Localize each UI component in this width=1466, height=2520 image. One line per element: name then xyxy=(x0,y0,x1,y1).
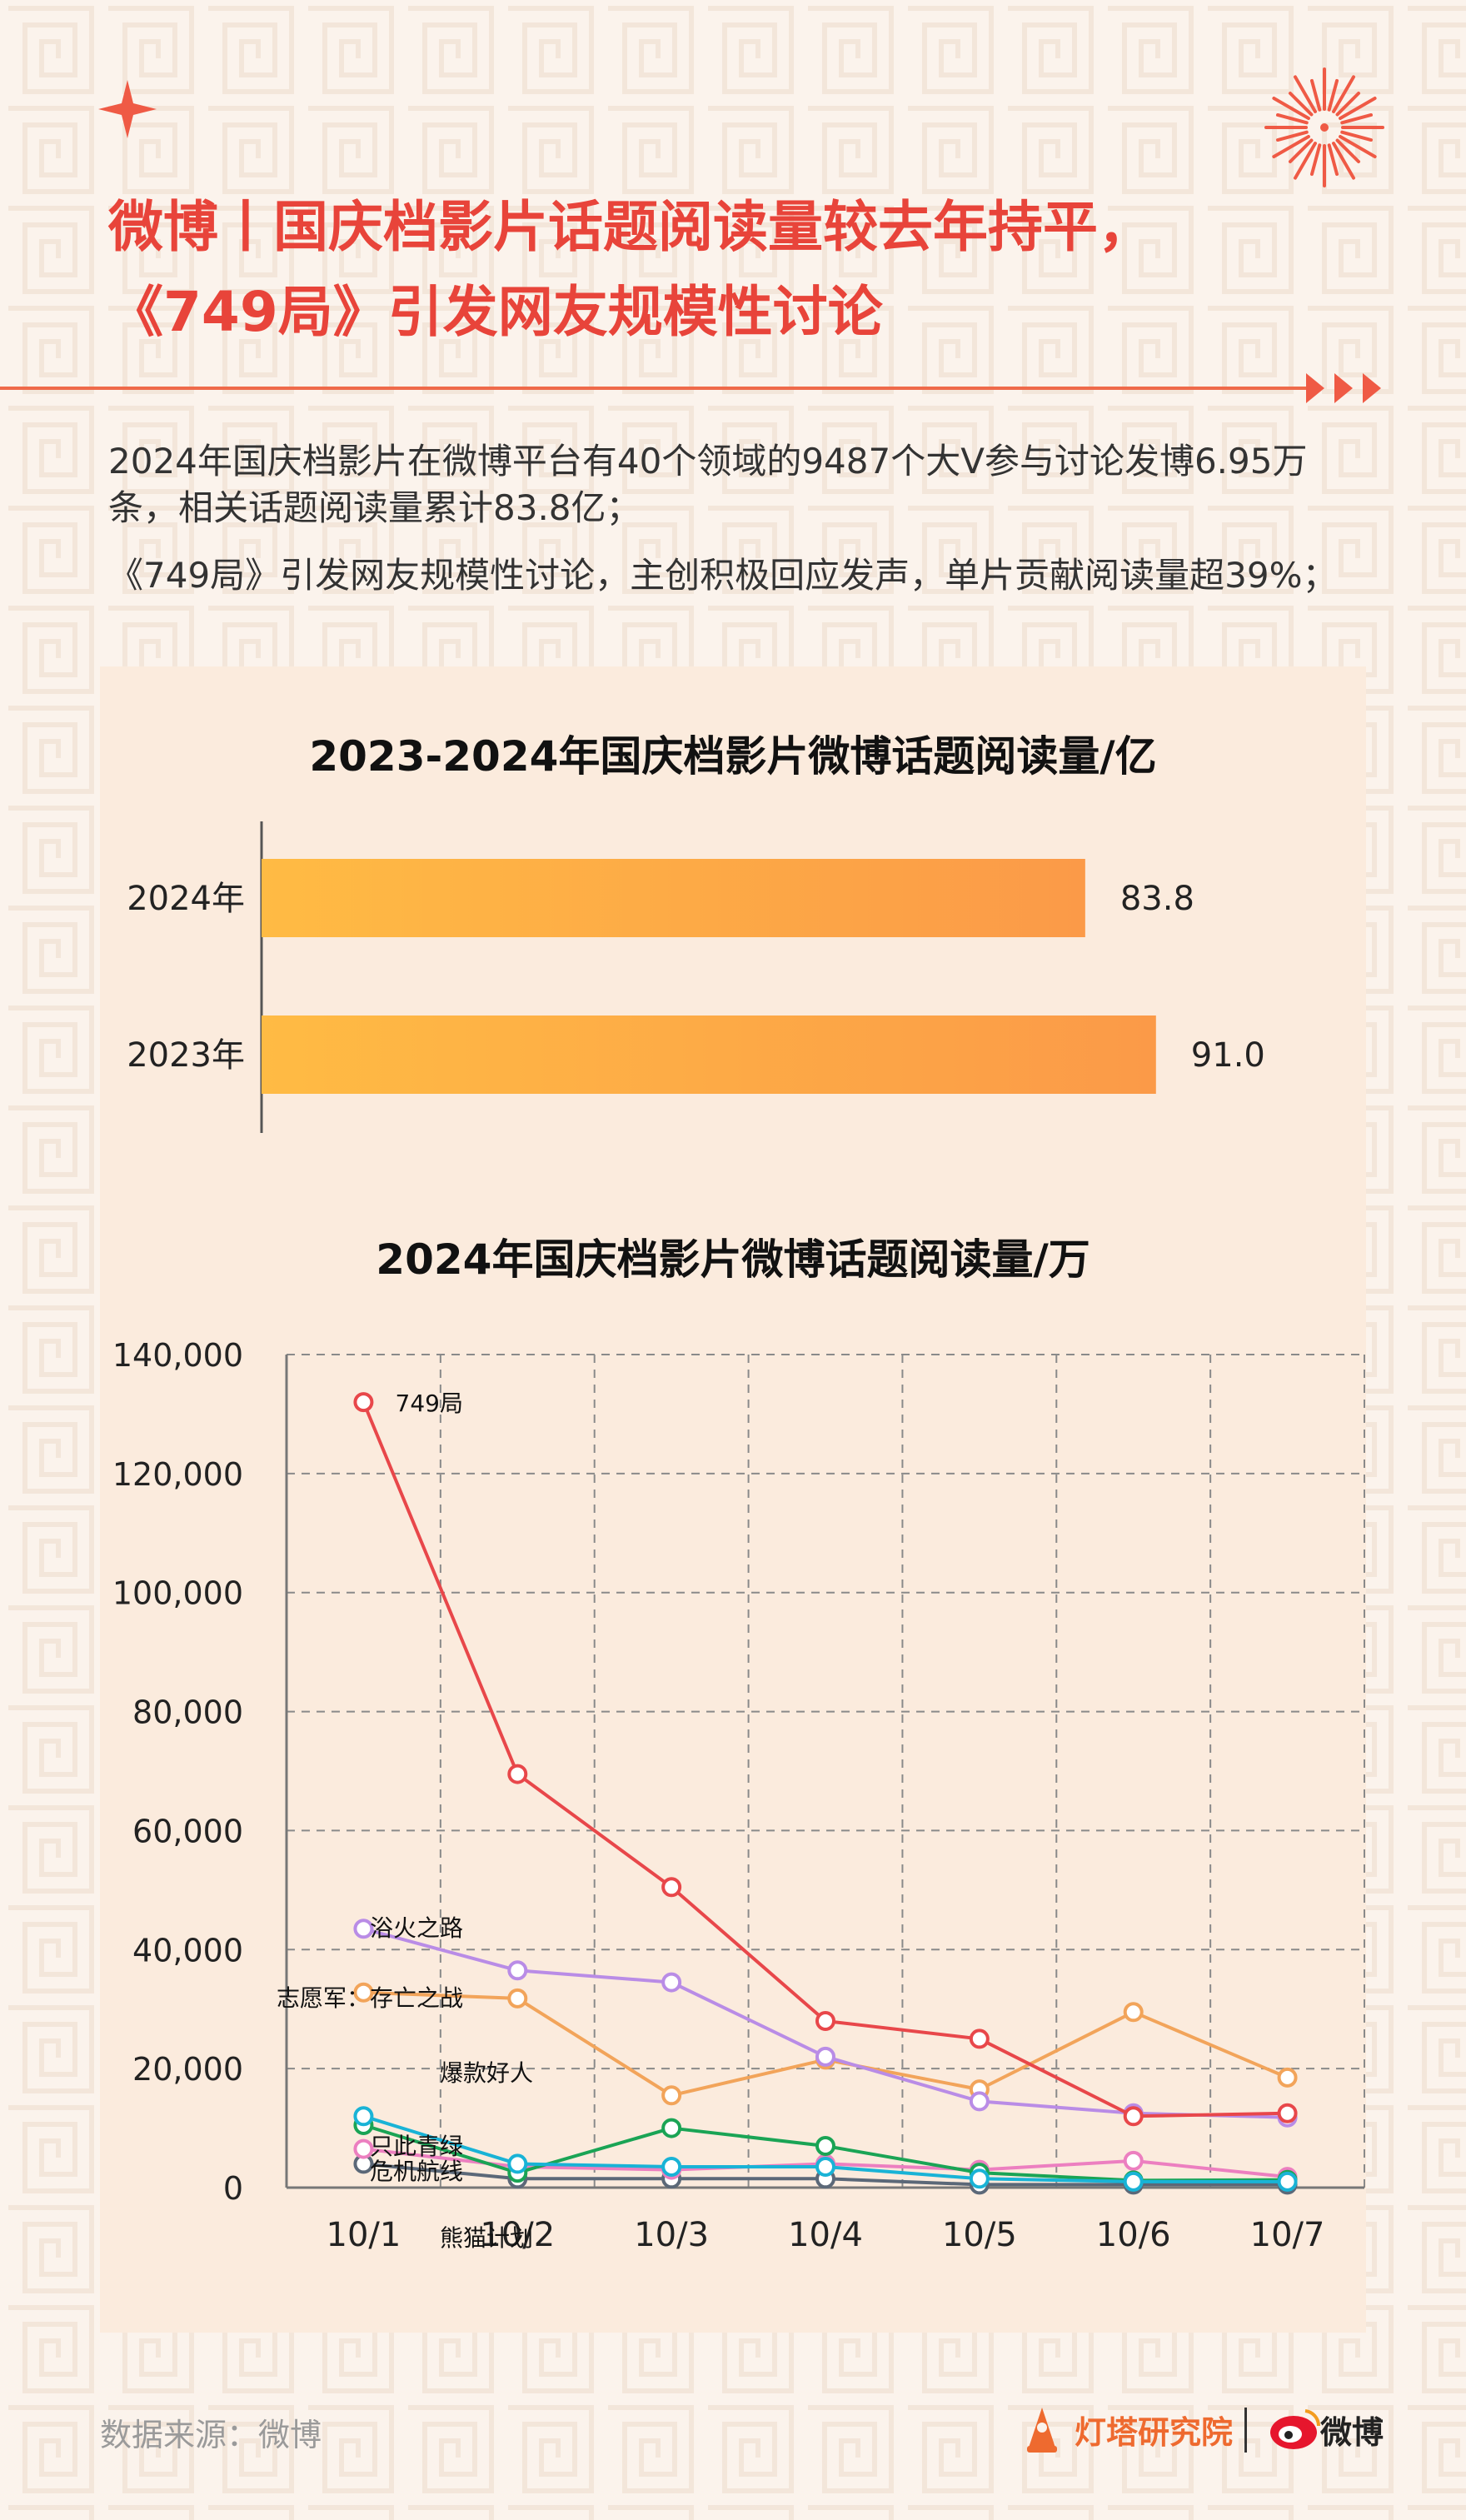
data-point xyxy=(353,1919,374,1939)
series-name-label: 爆款好人 xyxy=(440,2059,533,2087)
x-tick-label: 10/7 xyxy=(1250,2216,1325,2254)
data-point xyxy=(661,2085,682,2106)
dengta-logo-icon xyxy=(1027,2408,1057,2453)
data-point xyxy=(1123,2002,1144,2023)
line-chart-title: 2024年国庆档影片微博话题阅读量/万 xyxy=(376,1235,1090,1284)
data-point xyxy=(353,2138,374,2159)
y-tick-label: 20,000 xyxy=(132,2051,243,2088)
y-tick-label: 0 xyxy=(223,2170,243,2207)
y-tick-label: 100,000 xyxy=(112,1575,243,1612)
y-tick-label: 140,000 xyxy=(112,1337,243,1374)
data-point xyxy=(1277,2103,1298,2123)
bar-chart: 2024年 83.8 2023年 91.0 xyxy=(127,821,1265,1133)
x-tick-label: 10/6 xyxy=(1096,2216,1171,2254)
data-point xyxy=(969,2091,990,2112)
weibo-logo-text: 微博 xyxy=(1320,2414,1384,2451)
series-line-749局 xyxy=(362,1401,1288,2118)
bar-2024年 xyxy=(262,859,1085,937)
data-point xyxy=(507,1988,528,2009)
y-tick-label: 60,000 xyxy=(132,1813,243,1849)
summary-paragraph-2: 《749局》引发网友规模性讨论，主创积极回应发声，单片贡献阅读量超39%； xyxy=(108,555,1338,596)
firework-burst-icon xyxy=(1264,67,1384,187)
title-divider xyxy=(0,387,1316,390)
data-point xyxy=(353,1392,374,1413)
data-point xyxy=(661,2157,682,2177)
page-title-line1: 微博丨国庆档影片话题阅读量较去年持平， xyxy=(108,195,1153,259)
data-point xyxy=(507,2153,528,2174)
bar-value-label: 91.0 xyxy=(1191,1036,1265,1075)
data-point xyxy=(969,2028,990,2049)
summary-paragraph-1: 2024年国庆档影片在微博平台有40个领域的9487个大V参与讨论发博6.95万… xyxy=(108,441,1308,528)
data-point xyxy=(507,1764,528,1784)
bar-chart-title: 2023-2024年国庆档影片微博话题阅读量/亿 xyxy=(309,732,1157,781)
page-title: 微博丨国庆档影片话题阅读量较去年持平， 《749局》引发网友规模性讨论 xyxy=(108,185,1408,355)
data-point xyxy=(661,2118,682,2138)
data-point xyxy=(815,2046,835,2067)
series-name-label: 志愿军：存亡之战 xyxy=(277,1984,463,2012)
data-point xyxy=(1277,2067,1298,2088)
bar-value-label: 83.8 xyxy=(1120,880,1194,918)
data-point xyxy=(353,2106,374,2127)
data-point xyxy=(969,2168,990,2189)
line-chart: 0 20,000 40,000 60,000 80,000 100,000 120,000 1… xyxy=(112,1337,1365,2254)
data-point xyxy=(1123,2150,1144,2171)
data-point xyxy=(815,2157,835,2177)
x-tick-label: 10/3 xyxy=(634,2216,709,2254)
triple-arrow-icon xyxy=(1306,373,1381,403)
y-tick-label: 40,000 xyxy=(132,1932,243,1969)
data-point xyxy=(507,1960,528,1981)
series-name-label: 浴火之路 xyxy=(370,1914,463,1942)
logo-separator xyxy=(1244,2408,1247,2453)
data-point xyxy=(661,1877,682,1898)
series-name-label: 熊猫计划 xyxy=(440,2224,533,2252)
data-point xyxy=(1277,2171,1298,2192)
bar-category-label: 2023年 xyxy=(127,1036,245,1075)
page-title-line2: 《749局》引发网友规模性讨论 xyxy=(108,280,883,344)
y-tick-label: 80,000 xyxy=(132,1694,243,1731)
bar-2023年 xyxy=(262,1015,1156,1094)
x-tick-label: 10/1 xyxy=(327,2216,401,2254)
sparkle-star-icon xyxy=(98,80,157,138)
data-point xyxy=(1123,2171,1144,2192)
x-tick-label: 10/2 xyxy=(480,2216,555,2254)
dengta-logo-text: 灯塔研究院 xyxy=(1075,2414,1234,2451)
x-tick-label: 10/4 xyxy=(788,2216,863,2254)
chart-panel xyxy=(100,666,1366,2333)
series-name-label: 只此青绿 xyxy=(370,2133,463,2160)
bar-category-label: 2024年 xyxy=(127,880,245,918)
data-point xyxy=(353,1982,374,2003)
data-point xyxy=(815,2136,835,2156)
series-name-label: 749局 xyxy=(396,1390,463,1417)
data-point xyxy=(1123,2106,1144,2127)
weibo-logo-icon xyxy=(1270,2409,1321,2449)
data-source-note: 数据来源：微博 xyxy=(100,2417,322,2453)
series-name-label: 危机航线 xyxy=(370,2158,463,2185)
data-point xyxy=(815,2011,835,2031)
footer-logo-icons xyxy=(1027,2408,1321,2453)
y-tick-label: 120,000 xyxy=(112,1456,243,1493)
x-tick-label: 10/5 xyxy=(942,2216,1017,2254)
data-point xyxy=(661,1972,682,1993)
